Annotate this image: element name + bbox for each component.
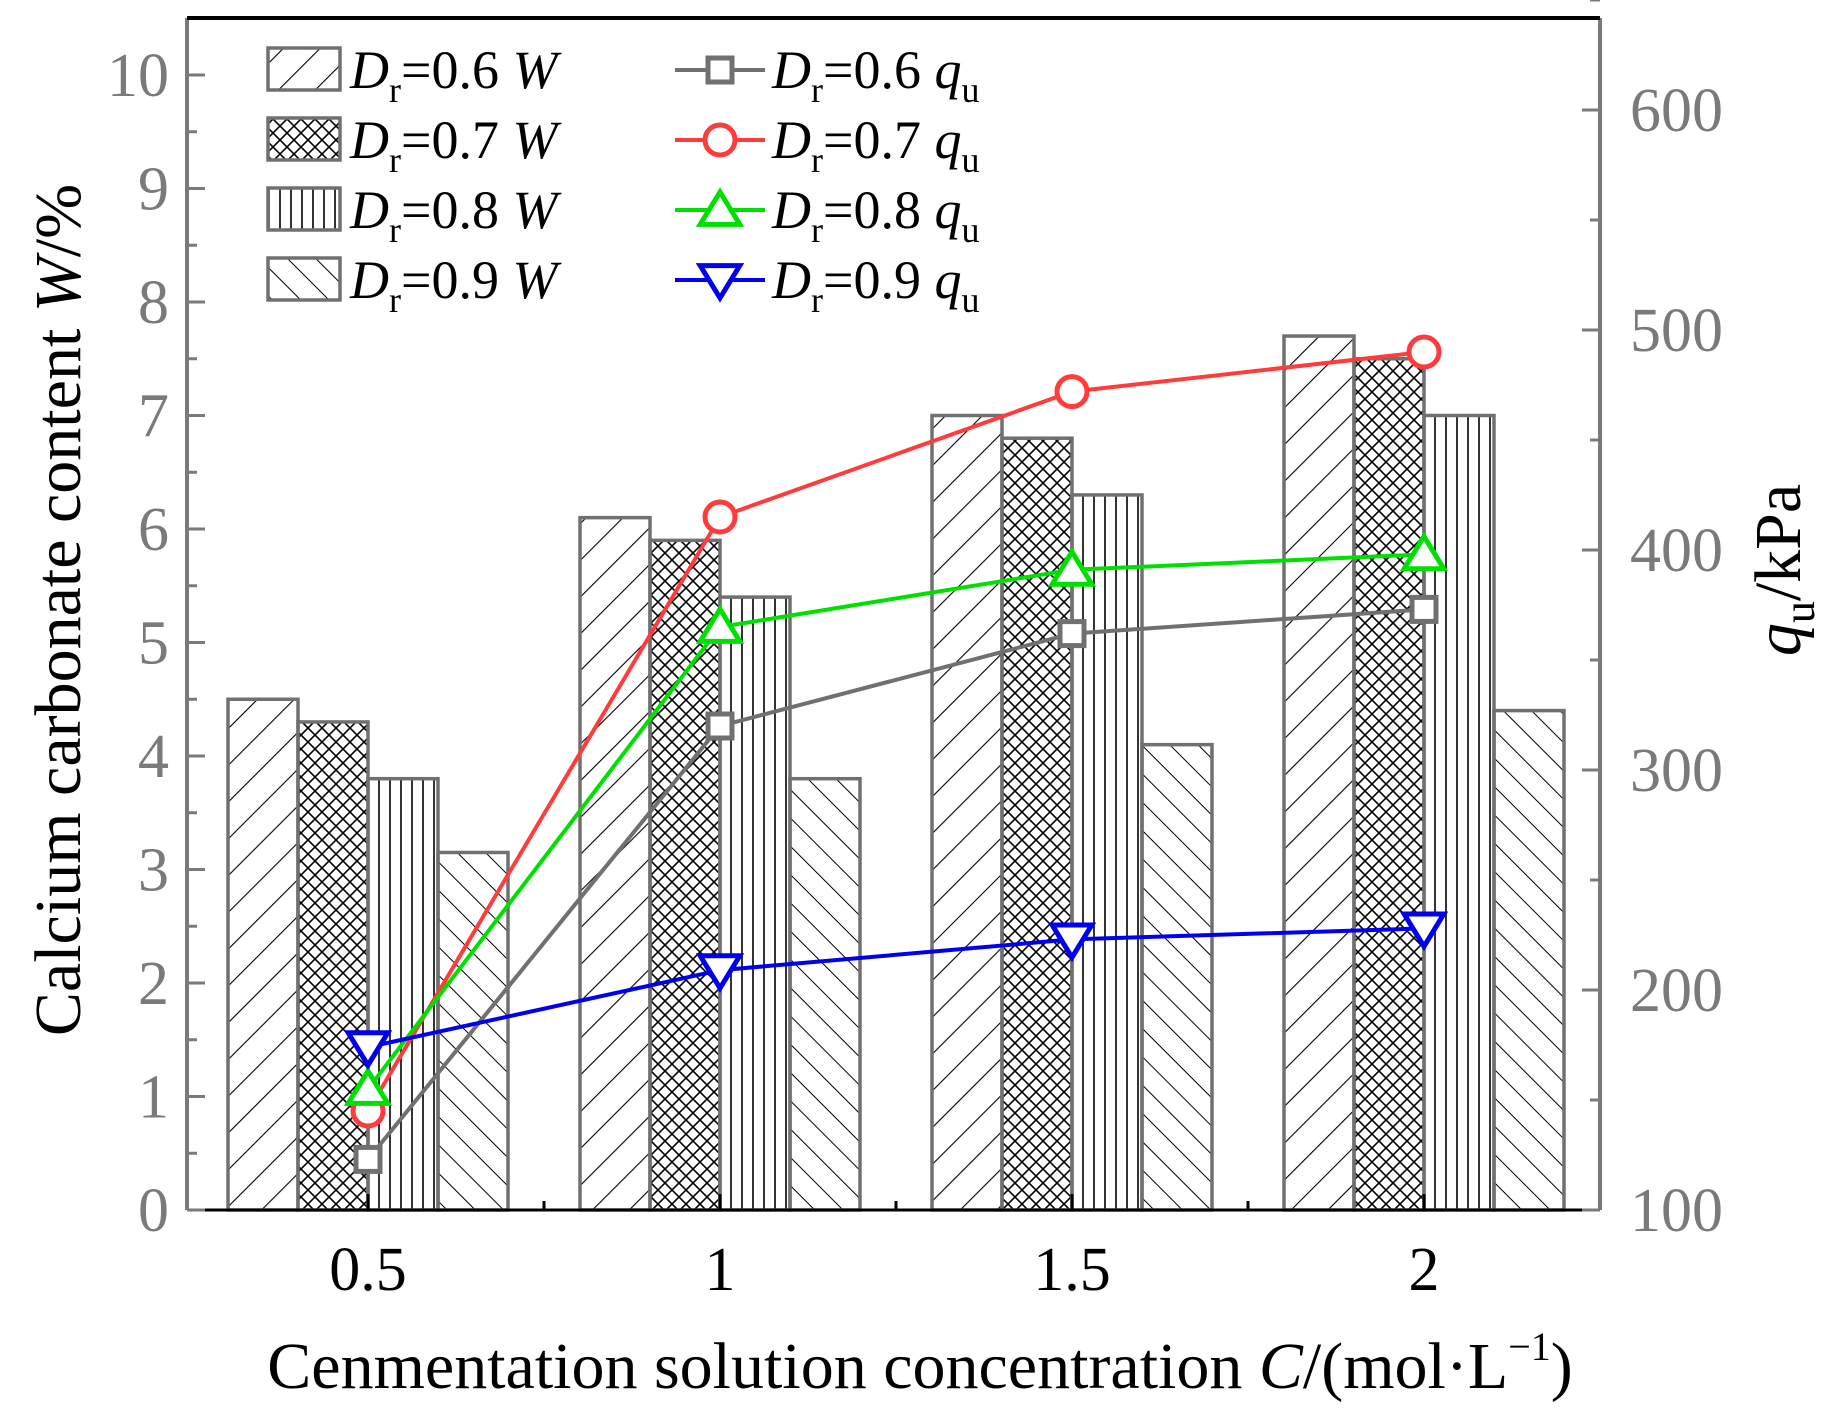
left-tick-label: 10 <box>107 42 169 110</box>
legend-swatch-diag-left <box>266 256 342 302</box>
marker-dr6-p0 <box>353 1144 383 1174</box>
legend-label: Dr=0.8 qu <box>771 180 979 250</box>
bar-dr9-c2 <box>1140 742 1214 1212</box>
bar-dr9-c1 <box>788 776 862 1212</box>
axes <box>185 16 1602 1212</box>
x-axis-title: Cenmentation solution concentration C/(m… <box>267 1324 1573 1403</box>
right-tick-label: 300 <box>1630 737 1723 805</box>
legend: Dr=0.6 WDr=0.7 WDr=0.8 WDr=0.9 W Dr=0.6 q… <box>266 40 979 320</box>
bar-dr7-c1 <box>648 538 722 1212</box>
legend-marker-triangle-up <box>695 187 745 227</box>
legend-marker-triangle-down <box>695 263 745 303</box>
marker-dr6-p2 <box>1057 619 1087 649</box>
x-tick-label: 2 <box>1409 1236 1440 1304</box>
x-axis-title-exponent: −1 <box>1508 1324 1551 1369</box>
left-tick-label: 7 <box>138 383 169 451</box>
legend-marker-square <box>705 55 735 85</box>
bar-dr6-c3 <box>1282 334 1356 1212</box>
marker-dr8-p1 <box>695 604 745 644</box>
bar-dr7-c0 <box>296 720 370 1212</box>
marker-dr9-p3 <box>1399 911 1449 952</box>
bar-dr6-c0 <box>226 697 300 1212</box>
marker-dr7-p3 <box>1406 334 1442 370</box>
x-tick-label: 1.5 <box>1033 1236 1111 1304</box>
right-y-axis-title-variable: q <box>1742 623 1815 656</box>
x-axis-title-unit: /(mol·L <box>1303 1330 1508 1403</box>
marker-dr8-p0 <box>343 1066 393 1106</box>
bars-layer <box>226 334 1566 1212</box>
x-axis-title-variable: C <box>1259 1330 1304 1403</box>
marker-dr8-p2 <box>1047 547 1097 587</box>
bar-dr8-c3 <box>1422 413 1496 1212</box>
legend-label: Dr=0.6 qu <box>771 40 979 110</box>
bar-dr7-c3 <box>1352 357 1426 1212</box>
right-tick-label: 200 <box>1630 957 1723 1025</box>
left-tick-label: 4 <box>138 723 169 791</box>
x-axis-title-close: ) <box>1551 1330 1573 1403</box>
left-y-axis-title-variable: W <box>22 252 95 312</box>
legend-marker-circle <box>702 122 738 158</box>
marker-dr6-p3 <box>1409 594 1439 624</box>
left-tick-label: 2 <box>138 950 169 1018</box>
left-tick-label: 0 <box>138 1177 169 1245</box>
left-y-axis-title-unit: /% <box>22 184 95 257</box>
right-tick-label: 400 <box>1630 517 1723 585</box>
bar-dr8-c0 <box>366 776 440 1212</box>
marker-dr6-p1 <box>705 711 735 741</box>
bar-dr8-c1 <box>718 595 792 1212</box>
bar-dr9-c3 <box>1492 708 1566 1212</box>
bar-dr6-c1 <box>578 515 652 1212</box>
lines-layer <box>343 334 1449 1174</box>
legend-label: Dr=0.7 qu <box>771 110 979 180</box>
right-tick-label: 600 <box>1630 77 1723 145</box>
legend-label: Dr=0.8 W <box>349 180 562 250</box>
marker-dr7-p2 <box>1054 374 1090 410</box>
line-series-dr9 <box>367 926 1425 1050</box>
marker-dr9-p2 <box>1047 922 1097 963</box>
bar-dr6-c2 <box>930 413 1004 1212</box>
legend-swatch-vertical <box>266 186 342 232</box>
legend-label: Dr=0.7 W <box>349 110 562 180</box>
legend-swatch-diag-right <box>266 46 342 92</box>
x-tick-label: 0.5 <box>329 1236 407 1304</box>
left-tick-label: 5 <box>138 610 169 678</box>
marker-dr8-p3 <box>1399 531 1449 572</box>
left-tick-label: 6 <box>138 496 169 564</box>
bar-dr7-c2 <box>1000 436 1074 1212</box>
line-series-dr7 <box>366 350 1425 1113</box>
line-series-dr8 <box>366 552 1425 1091</box>
bar-dr8-c2 <box>1070 493 1144 1212</box>
right-y-axis-title: qu/kPa <box>1742 484 1824 656</box>
marker-dr7-p1 <box>702 499 738 535</box>
legend-label: Dr=0.9 qu <box>771 250 979 320</box>
legend-swatch-cross-hatch <box>266 116 342 162</box>
legend-label: Dr=0.6 W <box>349 40 562 110</box>
right-tick-label: 500 <box>1630 297 1723 365</box>
line-series-dr6 <box>366 607 1425 1161</box>
right-tick-label: 100 <box>1630 1177 1723 1245</box>
tick-marks <box>187 0 1600 1212</box>
marker-dr9-p1 <box>695 953 745 993</box>
tick-labels: 0 1 2 3 4 5 6 7 8 9 10 100 200 300 400 500 600 0.5 1 1.5 2 <box>107 42 1723 1304</box>
right-y-axis-title-subscript: u <box>1775 601 1824 623</box>
left-y-axis-title: Calcium carbonate content W/% <box>22 184 95 1036</box>
x-axis-title-text: Cenmentation solution concentration <box>267 1330 1259 1403</box>
x-tick-label: 1 <box>705 1236 736 1304</box>
left-tick-label: 1 <box>138 1064 169 1132</box>
legend-label: Dr=0.9 W <box>349 250 562 320</box>
marker-dr9-p0 <box>343 1030 393 1070</box>
left-tick-label: 8 <box>138 269 169 337</box>
left-y-axis-title-text: Calcium carbonate content <box>22 312 95 1036</box>
left-tick-label: 9 <box>138 156 169 224</box>
left-tick-label: 3 <box>138 837 169 905</box>
right-y-axis-title-unit: /kPa <box>1742 484 1815 601</box>
